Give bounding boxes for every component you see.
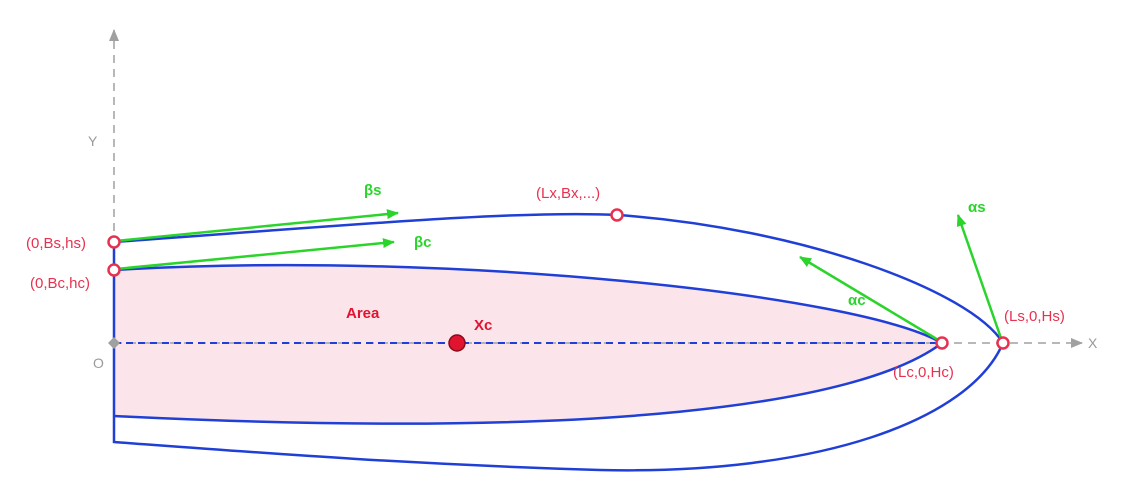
beta-c-vector — [115, 238, 395, 271]
alpha-c-vector — [799, 255, 941, 343]
beta-s-label: βs — [364, 182, 382, 199]
point-bc-hc — [107, 263, 121, 277]
label-bs-hs: (0,Bs,hs) — [26, 235, 86, 252]
label-lc-hc: (Lc,0,Hc) — [893, 364, 954, 381]
centroid-point — [448, 334, 466, 352]
y-axis-label: Y — [88, 133, 98, 149]
label-bc-hc: (0,Bc,hc) — [30, 275, 90, 292]
x-axis-label: X — [1088, 335, 1098, 351]
point-bs-hs — [107, 235, 121, 249]
beta-s-vector — [115, 209, 399, 243]
origin-marker — [108, 337, 120, 349]
inner-area-fill — [114, 265, 942, 424]
alpha-c-label: αc — [848, 292, 866, 309]
label-ls-hs: (Ls,0,Hs) — [1004, 308, 1065, 325]
beta-c-label: βc — [414, 234, 432, 251]
origin-label: O — [93, 355, 104, 371]
alpha-s-vector — [956, 214, 1004, 342]
point-lc-hc — [935, 336, 949, 350]
area-label: Area — [346, 305, 380, 322]
point-ls-hs — [996, 336, 1010, 350]
centroid-label: Xc — [474, 317, 492, 334]
point-lx-bx — [610, 208, 624, 222]
alpha-s-label: αs — [968, 199, 986, 216]
label-lx-bx: (Lx,Bx,...) — [536, 185, 600, 202]
